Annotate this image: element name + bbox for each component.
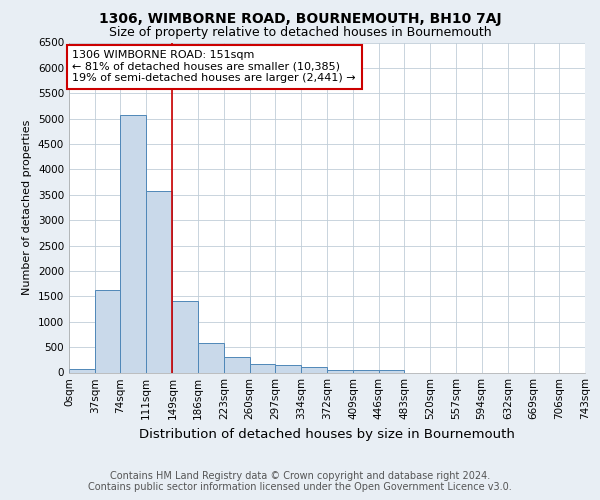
Text: 1306 WIMBORNE ROAD: 151sqm
← 81% of detached houses are smaller (10,385)
19% of : 1306 WIMBORNE ROAD: 151sqm ← 81% of deta…	[73, 50, 356, 84]
Bar	[198, 342, 224, 372]
Bar	[69, 368, 95, 372]
X-axis label: Distribution of detached houses by size in Bournemouth: Distribution of detached houses by size …	[139, 428, 515, 441]
Bar	[146, 190, 172, 372]
Bar	[172, 302, 198, 372]
Bar	[379, 370, 404, 372]
Bar	[328, 370, 353, 372]
Bar	[353, 370, 379, 372]
Text: 1306, WIMBORNE ROAD, BOURNEMOUTH, BH10 7AJ: 1306, WIMBORNE ROAD, BOURNEMOUTH, BH10 7…	[98, 12, 502, 26]
Bar	[275, 365, 301, 372]
Bar	[250, 364, 275, 372]
Text: Contains HM Land Registry data © Crown copyright and database right 2024.
Contai: Contains HM Land Registry data © Crown c…	[88, 471, 512, 492]
Y-axis label: Number of detached properties: Number of detached properties	[22, 120, 32, 295]
Bar	[224, 358, 250, 372]
Bar	[121, 114, 146, 372]
Bar	[301, 368, 326, 372]
Text: Size of property relative to detached houses in Bournemouth: Size of property relative to detached ho…	[109, 26, 491, 39]
Bar	[95, 290, 121, 372]
